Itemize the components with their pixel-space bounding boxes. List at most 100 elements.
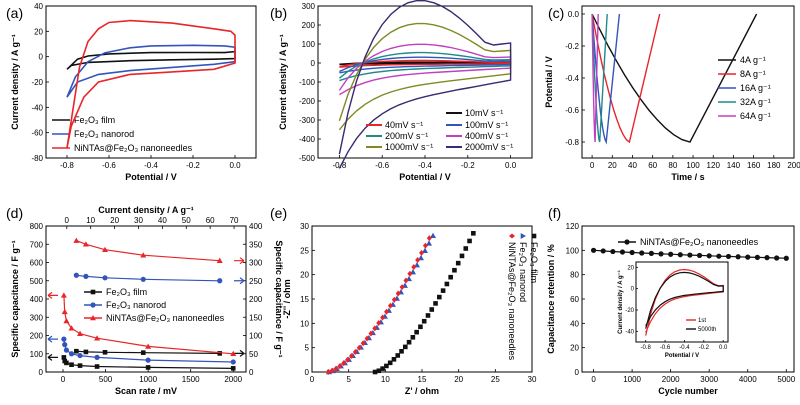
inset-y-tick-label: 20 [627, 265, 634, 271]
rate-scan-point [94, 354, 100, 360]
nyquist-point-2 [368, 330, 374, 337]
y-tick-label: 15 [300, 295, 309, 304]
nyquist-point-2 [325, 369, 331, 375]
panel-label-d: (d) [6, 205, 23, 221]
rate-scan-point [61, 355, 67, 360]
nyquist-point-2 [360, 340, 366, 347]
retention-point [735, 254, 741, 260]
legend-d-0-label: Fe₂O₃ film [106, 287, 147, 297]
y-tick-label: -400 [299, 135, 316, 144]
rate-scan-point [145, 343, 152, 349]
panel-a-cv-curves: -0.8 -0.6 -0.4 -0.2 0.0 -80 -60 -40 -20 0 20 40 Pote… [10, 2, 257, 182]
panel-label-e: (e) [270, 205, 287, 221]
x-tick-label: 3000 [700, 375, 718, 384]
inset-y-tick-label: -40 [625, 329, 634, 335]
panel-label-f: (f) [548, 205, 561, 221]
x2-tick-label: 50 [182, 216, 191, 225]
retention-point [639, 250, 645, 256]
nyquist-point-2 [415, 256, 421, 263]
rate-current-line-2 [76, 240, 220, 262]
axis-arrow-right [234, 257, 245, 265]
cv-curve-1 [66, 44, 236, 98]
y-tick-label: 20 [300, 271, 309, 280]
nyquist-point-1 [421, 247, 428, 253]
nyquist-point-2 [337, 363, 343, 370]
nyquist-point-0 [433, 301, 438, 306]
x-tick-label: 0 [590, 161, 595, 170]
rate-current-point [217, 278, 223, 284]
rate-scan-point [61, 336, 67, 342]
nyquist-point-0 [403, 344, 408, 350]
legend-b-6-label: 2000mV s⁻¹ [465, 142, 513, 152]
rate-current-point [83, 349, 89, 355]
gcd-curve-2 [591, 13, 621, 145]
rate-current-point [82, 241, 89, 247]
inset-x-tick-label: 0.0 [719, 345, 728, 351]
rate-scan-point [61, 308, 68, 315]
y-tick-label: 0 [305, 368, 310, 377]
y-tick-label: 300 [302, 2, 316, 11]
x-tick-label: 120 [707, 161, 721, 170]
retention-point [619, 249, 626, 255]
rate-scan-point [94, 335, 101, 341]
nyquist-point-2 [403, 277, 409, 284]
nyquist-point-0 [448, 274, 453, 280]
legend-e-1-label: Fe₂O₃ nanorod [518, 242, 528, 302]
rate-current-point [140, 252, 147, 258]
x-tick-label: -0.2 [186, 161, 200, 170]
y-tick-label: -300 [299, 116, 316, 125]
nyquist-point-0 [406, 339, 412, 345]
inset-x-tick-label: -0.4 [679, 345, 690, 351]
nyquist-point-2 [376, 320, 382, 327]
legend-c-2-label: 16A g⁻¹ [740, 83, 771, 93]
rate-current-point [73, 272, 79, 278]
x2-tick-label: 10 [86, 216, 95, 225]
nyquist-point-2 [411, 263, 417, 270]
nyquist-point-0 [395, 353, 401, 358]
legend-b-2-label: 100mV s⁻¹ [465, 120, 508, 130]
x-tick-label: -0.6 [102, 161, 116, 170]
nyquist-point-2 [329, 367, 335, 374]
x-tick-label: -0.6 [375, 161, 389, 170]
y-tick-label: 600 [30, 259, 44, 268]
panel-label-c: (c) [548, 5, 564, 21]
retention-point [706, 253, 712, 259]
y2-tick-label: 400 [249, 222, 263, 231]
rate-scan-point [94, 364, 100, 369]
rate-current-point [140, 276, 146, 282]
nyquist-point-2 [407, 270, 413, 277]
x-tick-label: -0.2 [461, 161, 475, 170]
y-tick-label: 0 [39, 368, 44, 377]
rate-scan-point [145, 357, 151, 363]
x-tick-label: 80 [668, 161, 677, 170]
y-axis-label: Potential / V [544, 56, 554, 108]
rate-scan-point [77, 330, 84, 336]
y-axis-label: Current density / A g⁻¹ [10, 34, 20, 130]
legend-d-0-marker [90, 289, 96, 295]
y2-tick-label: 250 [249, 277, 263, 286]
x2-axis-label: Current density / A g⁻¹ [98, 205, 194, 215]
x-tick-label: 0 [61, 375, 66, 384]
rate-scan-point [77, 363, 83, 368]
legend-c-4-label: 64A g⁻¹ [740, 111, 771, 121]
y2-axis-label: Specific capacitance / F g⁻¹ [274, 240, 284, 357]
nyquist-point-0 [455, 260, 461, 266]
x-tick-label: 1000 [623, 375, 641, 384]
y-tick-label: 80 [570, 271, 579, 280]
inset-legend-0-label: 1st [698, 318, 706, 324]
y-tick-label: -500 [299, 154, 316, 163]
nyquist-point-2 [384, 308, 390, 315]
inset-x-label: Potential / V [665, 353, 699, 359]
cv-curve-0 [66, 50, 236, 70]
y-tick-label: 0 [575, 368, 580, 377]
x-tick-label: 0 [591, 375, 596, 384]
x2-tick-label: 0 [65, 216, 70, 225]
legend-e: NiNTAs@Fe₂O₃ nanoneedles Fe₂O₃ nanorod Fe₂… [507, 233, 539, 361]
rate-current-point [217, 351, 223, 356]
y2-tick-label: 0 [249, 368, 254, 377]
nyquist-point-0 [429, 307, 435, 312]
inset-frame [635, 261, 729, 343]
rate-current-line-0 [76, 350, 220, 354]
nyquist-point-0 [467, 238, 472, 244]
inset-cv-1 [645, 271, 724, 329]
